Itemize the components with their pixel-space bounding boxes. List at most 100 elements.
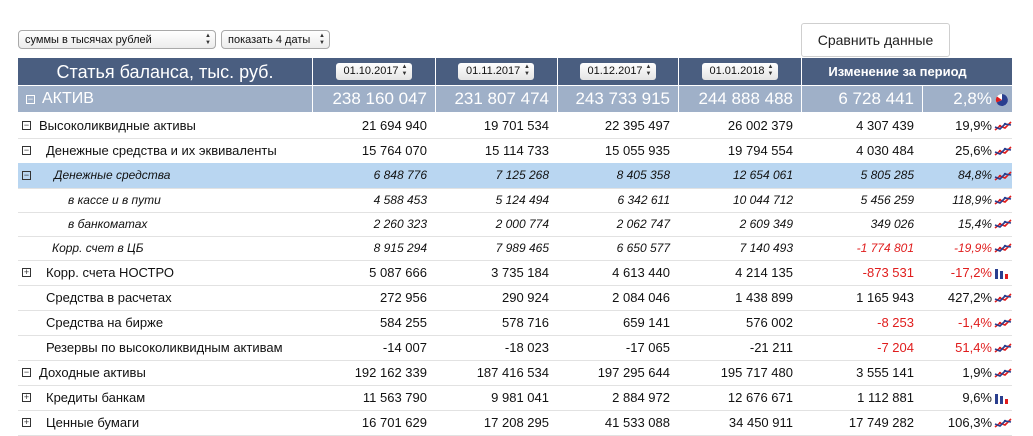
line-chart-icon[interactable]	[994, 119, 1012, 137]
change-cell: 1 112 881	[857, 390, 914, 405]
row-label: Корр. счета НОСТРО	[46, 265, 174, 280]
collapse-toggle-icon[interactable]: −	[22, 145, 31, 155]
row-label-cell: в кассе и в пути	[18, 188, 312, 212]
line-chart-icon[interactable]	[994, 241, 1012, 259]
table-row[interactable]: + Кредиты банкам 11 563 790 9 981 041 2 884 …	[18, 385, 1012, 411]
change-cell: -7 204	[877, 340, 914, 355]
value-cell: 2 884 972	[612, 390, 670, 405]
row-label: Средства в расчетах	[46, 290, 172, 305]
column-divider	[801, 86, 802, 112]
collapse-toggle-icon[interactable]: −	[22, 170, 31, 180]
value-cell: 197 295 644	[597, 365, 670, 380]
value-cell: 22 395 497	[604, 118, 670, 133]
change-cell: 1 165 943	[856, 290, 914, 305]
aktiv-row[interactable]: − АКТИВ 238 160 047 231 807 474 243 733 915 2…	[18, 86, 1012, 112]
value-cell: 584 255	[380, 315, 427, 330]
value-cell: 8 405 358	[616, 168, 670, 182]
bar-chart-icon[interactable]	[994, 391, 1010, 410]
row-label-cell: + Кредиты банкам	[18, 385, 312, 410]
expand-toggle-icon[interactable]: +	[22, 392, 31, 402]
column-header-date: 01.10.2017 ▲ ▼	[312, 58, 435, 85]
table-row[interactable]: в банкоматах 2 260 323 2 000 774 2 062 747 2…	[18, 212, 1012, 237]
units-select[interactable]: суммы в тысячах рублей ▲ ▼	[18, 30, 216, 49]
value-cell: 9 981 041	[491, 390, 549, 405]
select-arrows-icon: ▲ ▼	[205, 33, 211, 46]
value-cell: 2 609 349	[739, 217, 793, 231]
collapse-toggle-icon[interactable]: −	[22, 120, 31, 130]
date-select[interactable]: 01.10.2017 ▲ ▼	[335, 63, 412, 80]
line-chart-icon[interactable]	[994, 144, 1012, 162]
expand-toggle-icon[interactable]: +	[22, 267, 31, 277]
value-cell: 12 654 061	[732, 168, 793, 182]
select-arrows-icon: ▲ ▼	[645, 64, 652, 77]
table-row[interactable]: Резервы по высоколиквидным активам -14 00…	[18, 335, 1012, 361]
table-row[interactable]: + Ценные бумаги 16 701 629 17 208 295 41 533…	[18, 410, 1012, 436]
value-cell: 272 956	[380, 290, 427, 305]
value-cell: 1 438 899	[735, 290, 793, 305]
date-select[interactable]: 01.11.2017 ▲ ▼	[458, 63, 534, 80]
select-arrows-icon: ▲ ▼	[767, 64, 774, 77]
line-chart-icon[interactable]	[994, 366, 1012, 384]
table-row[interactable]: − Высоколиквидные активы 21 694 940 19 701 …	[18, 113, 1012, 139]
line-chart-icon[interactable]	[994, 416, 1012, 434]
row-label-cell: − АКТИВ	[18, 86, 312, 112]
table-row[interactable]: в кассе и в пути 4 588 453 5 124 494 6 342 …	[18, 188, 1012, 213]
date-select[interactable]: 01.12.2017 ▲ ▼	[579, 63, 656, 80]
change-cell: -1 774 801	[856, 241, 914, 255]
column-divider	[435, 58, 436, 85]
table-row[interactable]: − Денежные средства 6 848 776 7 125 268 8 40…	[18, 163, 1012, 189]
row-label: Доходные активы	[39, 365, 146, 380]
date-select[interactable]: 01.01.2018 ▲ ▼	[701, 63, 778, 80]
line-chart-icon[interactable]	[994, 316, 1012, 334]
line-chart-icon[interactable]	[994, 217, 1012, 235]
value-cell: 6 650 577	[616, 241, 670, 255]
row-label-cell: Средства в расчетах	[18, 285, 312, 310]
collapse-toggle-icon[interactable]: −	[22, 367, 31, 377]
value-cell: 243 733 915	[575, 89, 670, 108]
row-label: Высоколиквидные активы	[39, 118, 196, 133]
value-cell: 8 915 294	[373, 241, 427, 255]
value-cell: 6 848 776	[373, 168, 427, 182]
table-row[interactable]: − Денежные средства и их эквиваленты 15 76…	[18, 138, 1012, 164]
percent-cell: 427,2%	[947, 290, 992, 305]
row-label-cell: − Высоколиквидные активы	[18, 113, 312, 138]
line-chart-icon[interactable]	[994, 169, 1012, 187]
column-header-date: 01.11.2017 ▲ ▼	[435, 58, 557, 85]
value-cell: 7 989 465	[495, 241, 549, 255]
table-row[interactable]: Средства в расчетах 272 956 290 924 2 084 0…	[18, 285, 1012, 311]
row-label-cell: Средства на бирже	[18, 310, 312, 335]
value-cell: 2 000 774	[495, 217, 549, 231]
table-row[interactable]: − Доходные активы 192 162 339 187 416 534 19…	[18, 360, 1012, 386]
column-header-date: 01.12.2017 ▲ ▼	[557, 58, 678, 85]
compare-data-button[interactable]: Сравнить данные	[801, 23, 950, 57]
line-chart-icon[interactable]	[994, 291, 1012, 309]
change-cell: 349 026	[870, 217, 914, 231]
value-cell: 10 044 712	[732, 193, 793, 207]
change-cell: 6 728 441	[838, 89, 914, 108]
line-chart-icon[interactable]	[994, 341, 1012, 359]
value-cell: 16 701 629	[361, 415, 427, 430]
table-row[interactable]: Корр. счет в ЦБ 8 915 294 7 989 465 6 650 5…	[18, 236, 1012, 261]
column-divider	[801, 58, 802, 85]
percent-cell: 15,4%	[957, 217, 992, 231]
dates-select[interactable]: показать 4 даты ▲ ▼	[221, 30, 330, 49]
column-divider	[312, 86, 313, 112]
date-select-label: 01.11.2017	[466, 65, 521, 77]
percent-cell: 25,6%	[955, 143, 992, 158]
row-label-cell: + Ценные бумаги	[18, 410, 312, 435]
table-row[interactable]: + Корр. счета НОСТРО 5 087 666 3 735 184 4 6…	[18, 260, 1012, 286]
date-select-label: 01.10.2017	[343, 65, 399, 77]
row-label: АКТИВ	[42, 90, 94, 107]
table-row[interactable]: Средства на бирже 584 255 578 716 659 141 57…	[18, 310, 1012, 336]
collapse-toggle-icon[interactable]: −	[26, 94, 35, 104]
bar-chart-icon[interactable]	[994, 266, 1010, 285]
expand-toggle-icon[interactable]: +	[22, 417, 31, 427]
line-chart-icon[interactable]	[994, 193, 1012, 211]
value-cell: 238 160 047	[332, 89, 427, 108]
value-cell: 659 141	[623, 315, 670, 330]
pie-chart-icon[interactable]	[994, 92, 1010, 113]
value-cell: 2 084 046	[612, 290, 670, 305]
value-cell: -21 211	[749, 340, 793, 355]
row-label: Денежные средства и их эквиваленты	[46, 143, 277, 158]
change-cell: 3 555 141	[856, 365, 914, 380]
